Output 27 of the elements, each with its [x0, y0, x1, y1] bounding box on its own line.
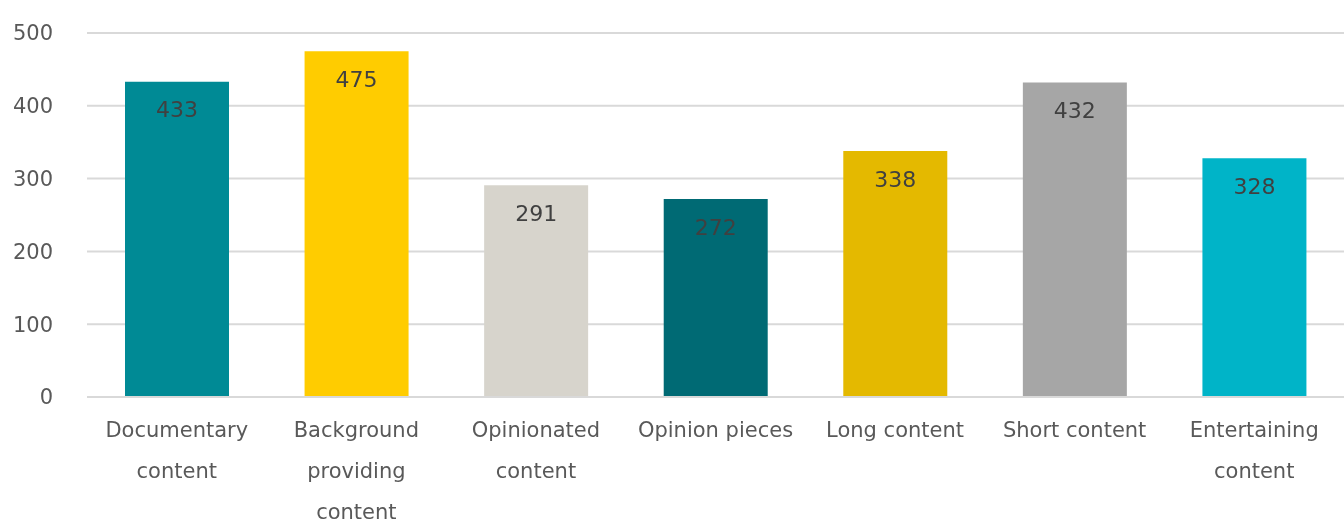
bar [125, 81, 229, 397]
data-label: 272 [694, 214, 737, 240]
data-label: 433 [156, 97, 198, 123]
y-tick-label: 400 [12, 94, 53, 119]
x-tick-label: Opinionated content [471, 418, 601, 483]
data-label: 338 [874, 166, 917, 192]
bar [304, 51, 409, 397]
bar [663, 198, 768, 397]
bar [843, 150, 948, 397]
data-label: 328 [1233, 173, 1276, 199]
x-tick-label: Entertaining content [1189, 418, 1319, 483]
y-tick-label: 100 [12, 312, 53, 337]
y-tick-label: 200 [12, 239, 53, 264]
x-tick-label: Short content [1002, 418, 1147, 442]
x-tick-label: Long content [826, 418, 965, 442]
y-tick-label: 0 [39, 385, 53, 410]
data-label: 475 [335, 66, 378, 92]
data-label: 432 [1053, 98, 1096, 124]
x-tick-label: Background providing content [293, 418, 420, 524]
y-tick-label: 500 [12, 21, 53, 46]
bar [484, 185, 589, 397]
y-tick-label: 300 [12, 167, 53, 192]
data-label: 291 [515, 200, 558, 226]
x-tick-label: Opinion pieces [637, 418, 794, 442]
bar [1022, 82, 1127, 397]
x-tick-label: Documentary content [105, 418, 249, 483]
bar [1202, 158, 1307, 397]
